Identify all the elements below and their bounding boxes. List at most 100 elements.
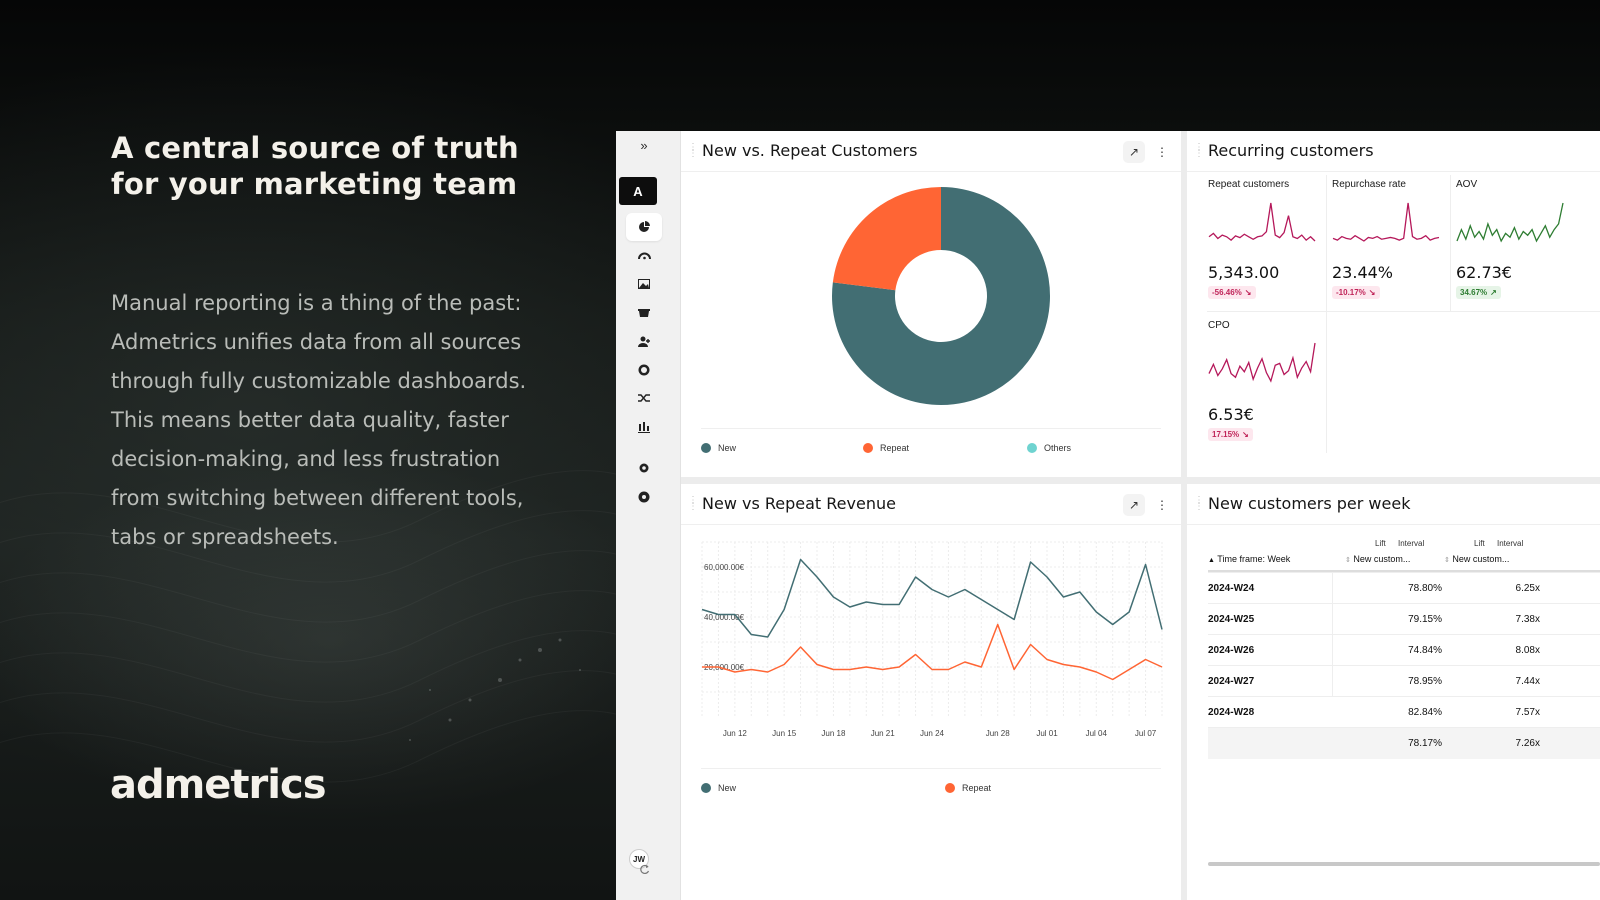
metric-change-badge: -10.17% ↘: [1332, 286, 1380, 299]
cell-lift: 78.80%: [1408, 583, 1442, 594]
grid-divider: [1450, 175, 1451, 311]
cell-interval: 7.38x: [1515, 614, 1540, 625]
column-header-new-customers-lift[interactable]: ⇕ New custom...: [1345, 554, 1410, 564]
expand-icon[interactable]: »: [640, 137, 648, 153]
series-line-new[interactable]: [701, 558, 1163, 638]
column-header-new-customers-interval[interactable]: ⇕ New custom...: [1444, 554, 1509, 564]
open-external-icon[interactable]: ↗: [1123, 141, 1145, 163]
metric-value-aov: 62.73€: [1456, 263, 1512, 282]
metric-change-badge: 17.15% ↘: [1208, 428, 1253, 441]
legend-label: Repeat: [962, 783, 992, 793]
sparkline-path: [1332, 202, 1440, 242]
cell-lift: 82.84%: [1408, 707, 1442, 718]
coin-icon[interactable]: [626, 356, 662, 384]
image-icon[interactable]: [626, 270, 662, 298]
metric-change-value: 34.67%: [1460, 288, 1488, 297]
drag-handle-icon[interactable]: ⋮ ⋮: [688, 495, 698, 512]
panel-title: New customers per week: [1208, 494, 1411, 513]
cell-lift-average: 78.17%: [1408, 738, 1442, 749]
cell-week: 2024-W28: [1208, 707, 1255, 718]
divider: [701, 768, 1161, 769]
pie-chart-icon[interactable]: [626, 213, 662, 241]
cell-week: 2024-W25: [1208, 614, 1255, 625]
divider: [701, 428, 1161, 429]
y-tick-label: 20,000.00€: [704, 663, 745, 672]
metric-value-repurchase-rate: 23.44%: [1332, 263, 1394, 282]
user-avatar[interactable]: JW: [629, 849, 649, 869]
sort-icon: ⇕: [1444, 557, 1450, 564]
drag-handle-icon[interactable]: ⋮ ⋮: [688, 142, 698, 159]
cell-week: 2024-W27: [1208, 676, 1255, 687]
table-row[interactable]: 2024-W27 78.95% 7.44x: [1208, 665, 1600, 697]
sparkline-path: [1208, 342, 1316, 383]
bar-chart-icon[interactable]: [626, 413, 662, 441]
legend-item-new[interactable]: New: [701, 783, 736, 793]
cell-lift: 78.95%: [1408, 676, 1442, 687]
table-row[interactable]: 2024-W26 74.84% 8.08x: [1208, 634, 1600, 666]
more-options-icon[interactable]: ⋮: [1156, 498, 1168, 512]
panel-title: New vs. Repeat Customers: [702, 141, 918, 160]
column-header-label: New custom...: [1452, 554, 1510, 564]
metric-change-value: -56.46%: [1212, 288, 1242, 297]
help-icon[interactable]: [626, 483, 662, 511]
table-summary-row: 78.17% 7.26x: [1208, 727, 1600, 759]
table-row[interactable]: 2024-W24 78.80% 6.25x: [1208, 572, 1600, 604]
x-tick-label: Jun 21: [871, 729, 896, 738]
x-tick-label: Jun 15: [772, 729, 797, 738]
donut-slice-repeat[interactable]: [832, 187, 941, 291]
legend-item-new[interactable]: New: [701, 443, 736, 453]
metric-change-value: -10.17%: [1336, 288, 1366, 297]
revenue-line-chart: 20,000.00€ 40,000.00€ 60,000.00€ Jun 12 Jun …: [701, 541, 1163, 738]
panel-title: New vs Repeat Revenue: [702, 494, 896, 513]
column-subheader: Interval: [1398, 539, 1425, 548]
shuffle-icon[interactable]: [626, 384, 662, 412]
x-tick-label: Jun 18: [821, 729, 846, 738]
legend-item-repeat[interactable]: Repeat: [945, 783, 991, 793]
trend-down-icon: ↘: [1368, 288, 1376, 297]
hero-title: A central source of truth for your marke…: [111, 131, 519, 201]
x-tick-label: Jun 12: [723, 729, 748, 738]
basket-icon[interactable]: [626, 298, 662, 326]
legend-label: Others: [1044, 443, 1072, 453]
more-options-icon[interactable]: ⋮: [1156, 145, 1168, 159]
donut-slice-new[interactable]: [832, 187, 1050, 405]
panel-title: Recurring customers: [1208, 141, 1374, 160]
grid-divider: [1207, 311, 1600, 312]
legend-swatch: [945, 783, 955, 793]
legend-item-repeat[interactable]: Repeat: [863, 443, 909, 453]
legend-swatch: [863, 443, 873, 453]
sort-asc-icon: ▲: [1208, 557, 1215, 564]
metric-value-repeat-customers: 5,343.00: [1208, 263, 1280, 282]
refresh-icon[interactable]: [626, 855, 662, 883]
x-tick-label: Jun 28: [986, 729, 1011, 738]
series-line-repeat[interactable]: [702, 623, 1163, 681]
panel-recurring-customers: ⋮ ⋮ Recurring customers Repeat customers …: [1187, 131, 1600, 477]
legend-item-others[interactable]: Others: [1027, 443, 1071, 453]
cell-week: 2024-W26: [1208, 645, 1255, 656]
table-row[interactable]: 2024-W25 79.15% 7.38x: [1208, 603, 1600, 635]
column-header-time-frame[interactable]: ▲ Time frame: Week: [1208, 554, 1290, 564]
sparkline-repurchase-rate: [1332, 202, 1440, 242]
drag-handle-icon[interactable]: ⋮ ⋮: [1194, 142, 1204, 159]
cell-interval: 7.57x: [1515, 707, 1540, 718]
drag-handle-icon[interactable]: ⋮ ⋮: [1194, 495, 1204, 512]
divider: [1187, 524, 1600, 525]
cell-week: 2024-W24: [1208, 583, 1255, 594]
dashboard-gauge-icon[interactable]: [626, 241, 662, 269]
open-external-icon[interactable]: ↗: [1123, 494, 1145, 516]
background-waves: [0, 470, 620, 783]
cell-lift: 79.15%: [1408, 614, 1442, 625]
y-tick-label: 40,000.00€: [704, 613, 745, 622]
sparkline-path: [1456, 202, 1564, 243]
user-add-icon[interactable]: [626, 327, 662, 355]
trend-down-icon: ↘: [1242, 430, 1249, 439]
legend-label: New: [718, 443, 737, 453]
horizontal-scrollbar[interactable]: [1208, 862, 1600, 866]
legend-swatch: [701, 783, 711, 793]
table-row[interactable]: 2024-W28 82.84% 7.57x: [1208, 696, 1600, 728]
settings-icon[interactable]: [626, 454, 662, 482]
metric-label-cpo: CPO: [1208, 320, 1230, 331]
column-header-label: New custom...: [1353, 554, 1411, 564]
y-tick-label: 60,000.00€: [704, 563, 745, 572]
workspace-logo[interactable]: A: [619, 177, 657, 205]
